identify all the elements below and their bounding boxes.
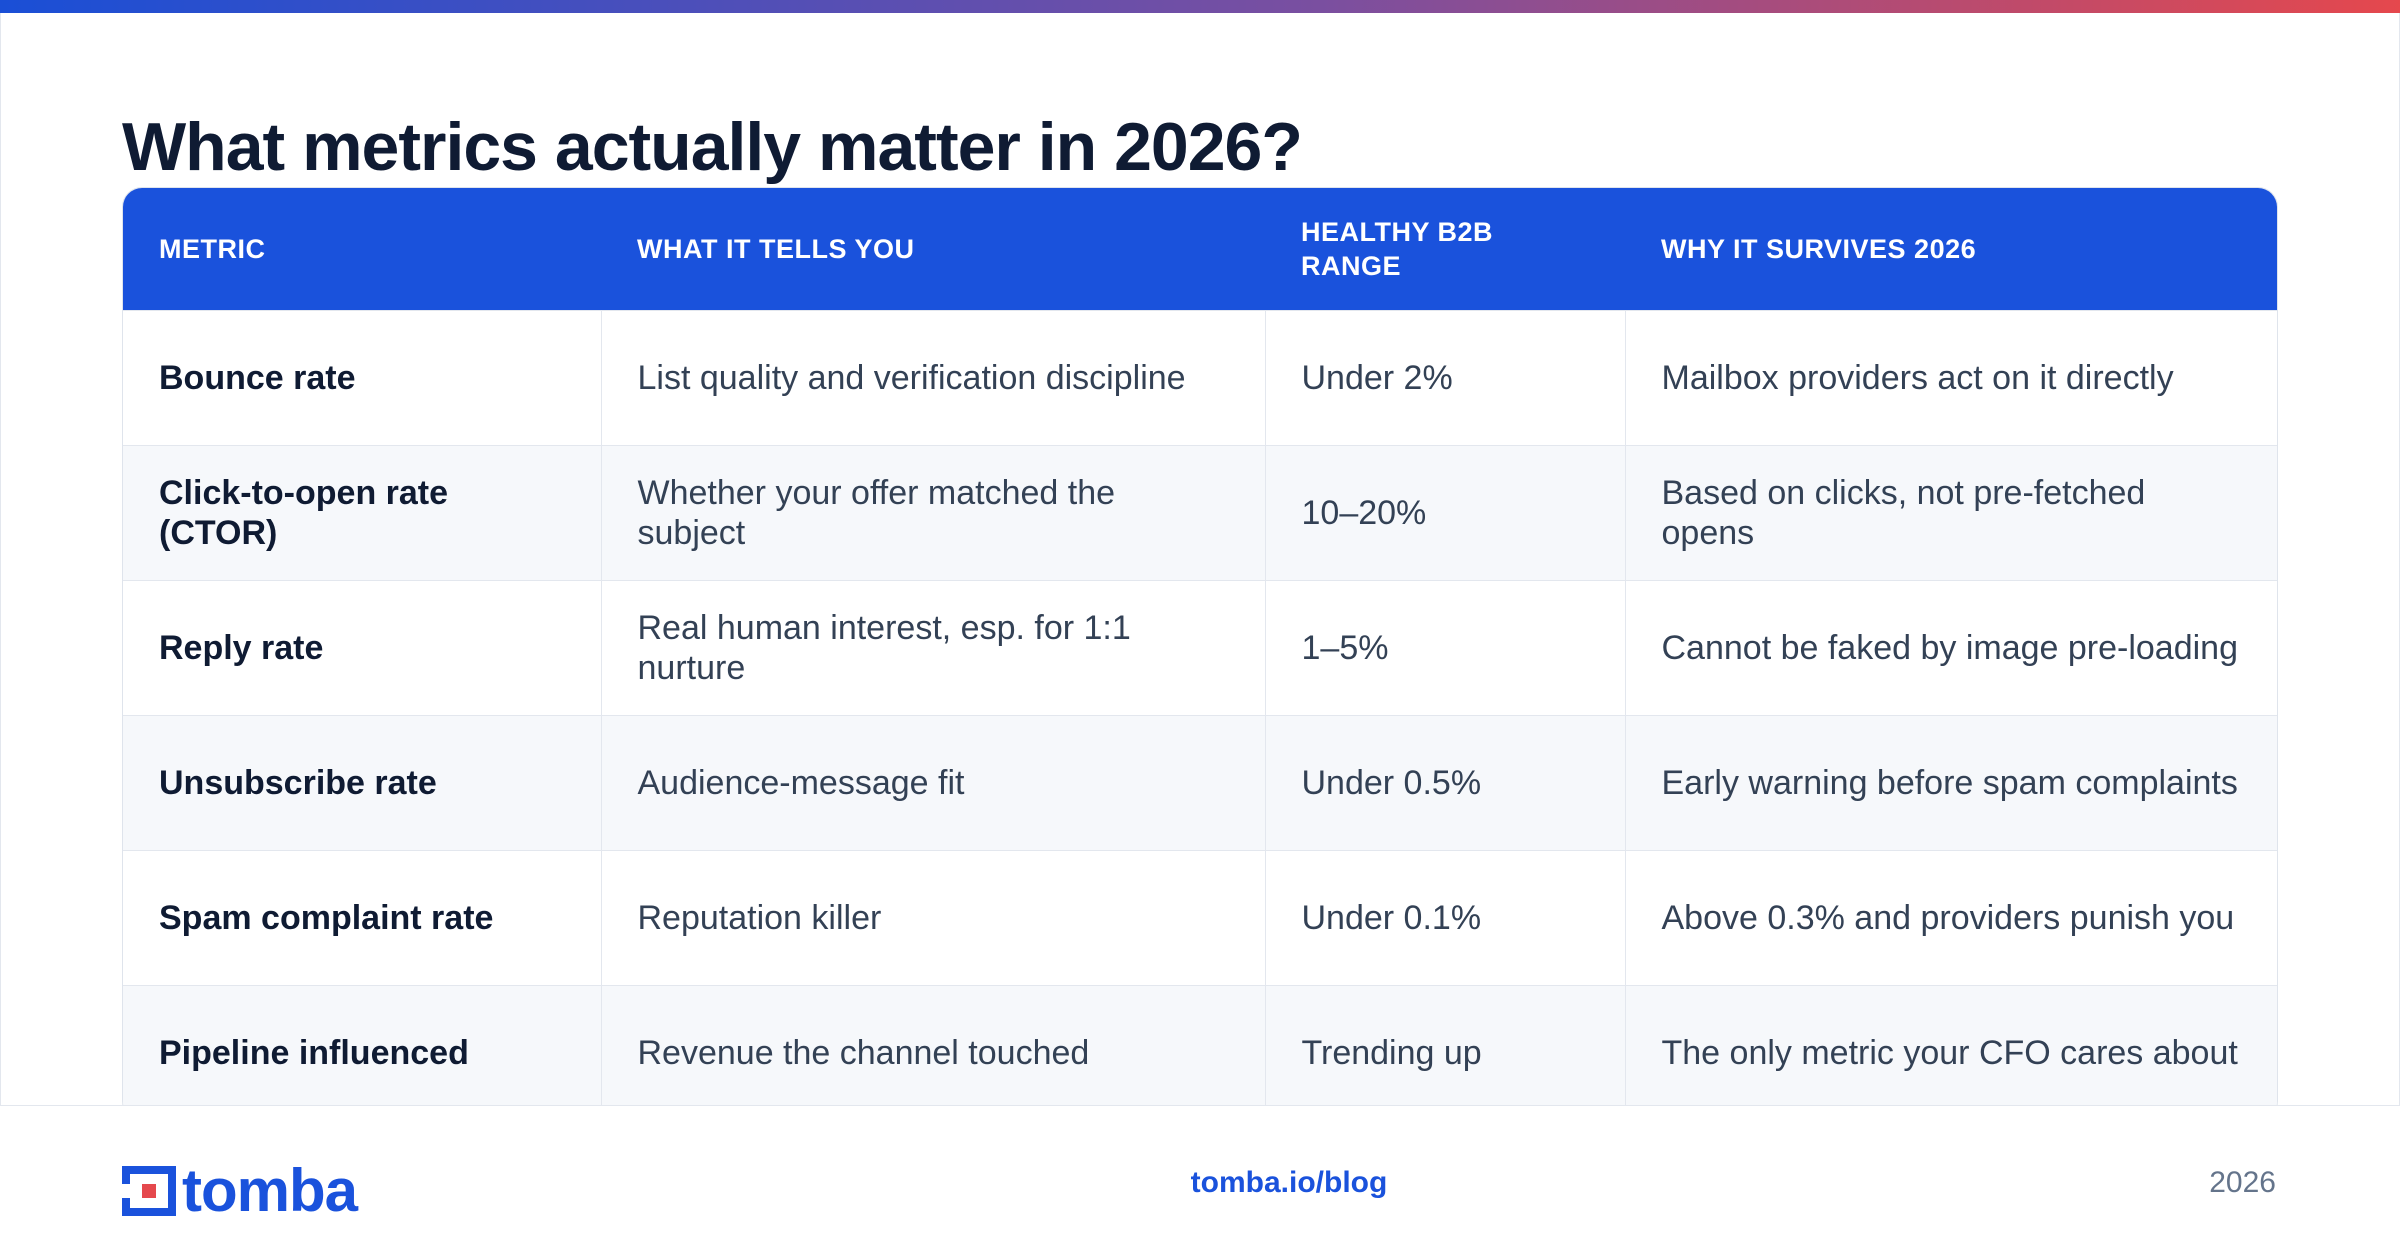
logo-text: tomba xyxy=(182,1157,358,1224)
metric-name: Pipeline influenced xyxy=(123,985,601,1120)
table-cell: The only metric your CFO cares about xyxy=(1624,985,2277,1120)
table-cell: Above 0.3% and providers punish you xyxy=(1624,850,2277,986)
table-cell: Mailbox providers act on it directly xyxy=(1624,310,2277,446)
metric-name: Reply rate xyxy=(123,580,601,716)
table-cell: Cannot be faked by image pre-loading xyxy=(1624,580,2277,716)
metric-name: Unsubscribe rate xyxy=(123,715,601,851)
metric-name: Bounce rate xyxy=(123,310,601,446)
year: 2026 xyxy=(2209,1166,2276,1199)
column-header: WHY IT SURVIVES 2026 xyxy=(1625,188,2277,311)
column-header: METRIC xyxy=(123,188,601,311)
table-row: Reply rate Real human interest, esp. for … xyxy=(123,580,2277,716)
table-body: Bounce rate List quality and verification… xyxy=(123,310,2277,1120)
table-cell: Trending up xyxy=(1264,985,1625,1120)
table-row: Bounce rate List quality and verification… xyxy=(123,310,2277,446)
metric-name: Click-to-open rate (CTOR) xyxy=(123,445,601,581)
column-header: HEALTHY B2B RANGE xyxy=(1265,188,1625,311)
table-row: Pipeline influenced Revenue the channel t… xyxy=(123,985,2277,1120)
table-cell: Reputation killer xyxy=(600,850,1265,986)
table-cell: Under 0.1% xyxy=(1264,850,1625,986)
footer: tomba tomba.io/blog 2026 xyxy=(0,1105,2400,1260)
table-cell: Audience-message fit xyxy=(600,715,1265,851)
table-cell: Revenue the channel touched xyxy=(600,985,1265,1120)
table-cell: 1–5% xyxy=(1264,580,1625,716)
table-cell: Based on clicks, not pre-fetched opens xyxy=(1624,445,2277,581)
table: METRIC WHAT IT TELLS YOU HEALTHY B2B RANGE… xyxy=(123,188,2277,1120)
accent-bar xyxy=(0,0,2400,13)
table-cell: Real human interest, esp. for 1:1 nurtur… xyxy=(600,580,1265,716)
table-cell: Under 2% xyxy=(1264,310,1625,446)
metric-name: Spam complaint rate xyxy=(123,850,601,986)
column-header: WHAT IT TELLS YOU xyxy=(601,188,1265,311)
logo-icon xyxy=(122,1165,176,1216)
table-cell: Early warning before spam complaints xyxy=(1624,715,2277,851)
table-cell: 10–20% xyxy=(1264,445,1625,581)
header-row: METRIC WHAT IT TELLS YOU HEALTHY B2B RANGE… xyxy=(123,188,2277,311)
blog-link[interactable]: tomba.io/blog xyxy=(1190,1166,1388,1199)
table-cell: List quality and verification discipline xyxy=(600,310,1265,446)
table-cell: Under 0.5% xyxy=(1264,715,1625,851)
table-row: Spam complaint rate Reputation killer Unde… xyxy=(123,850,2277,986)
table-row: Click-to-open rate (CTOR) Whether your of… xyxy=(123,445,2277,581)
metrics-table: METRIC WHAT IT TELLS YOU HEALTHY B2B RANGE… xyxy=(122,187,2278,1121)
logo: tomba xyxy=(122,1156,358,1225)
title: What metrics actually matter in 2026? xyxy=(122,109,1303,185)
table-cell: Whether your offer matched the subject xyxy=(600,445,1265,581)
table-row: Unsubscribe rate Audience-message fit Unde… xyxy=(123,715,2277,851)
